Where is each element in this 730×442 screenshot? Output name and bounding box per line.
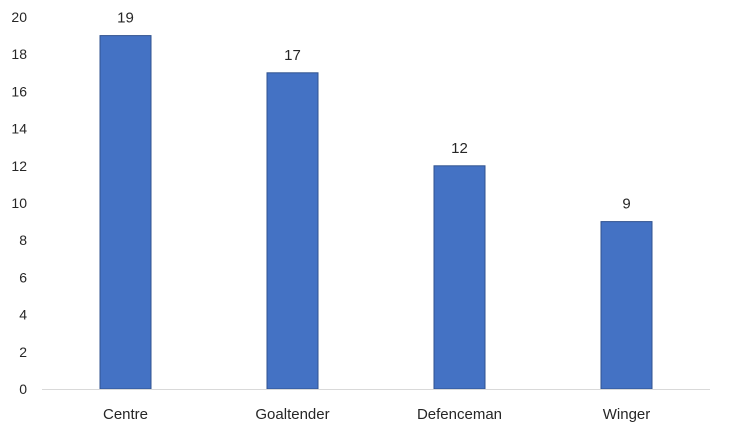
bar-defenceman (433, 165, 486, 390)
data-labels: 19 17 12 9 (117, 10, 631, 213)
y-tick-label: 20 (11, 9, 27, 25)
x-tick-label: Goaltender (255, 406, 329, 423)
y-tick-label: 2 (19, 344, 27, 360)
bar-winger (600, 221, 653, 390)
x-axis-labels: Centre Goaltender Defenceman Winger (103, 406, 650, 423)
y-tick-label: 6 (19, 269, 27, 285)
y-tick-label: 18 (11, 46, 27, 62)
data-label: 12 (451, 140, 468, 157)
y-tick-label: 14 (11, 121, 27, 137)
data-label: 17 (284, 47, 301, 64)
y-tick-label: 0 (19, 381, 27, 397)
y-tick-label: 8 (19, 232, 27, 248)
bar-series (99, 35, 653, 390)
y-tick-label: 10 (11, 195, 27, 211)
bar-goaltender (266, 72, 319, 390)
data-label: 19 (117, 10, 134, 27)
x-tick-label: Centre (103, 406, 148, 423)
y-tick-label: 16 (11, 83, 27, 99)
y-tick-label: 12 (11, 158, 27, 174)
data-label: 9 (622, 196, 630, 213)
bar-centre (99, 35, 152, 390)
y-tick-label: 4 (19, 307, 27, 323)
y-axis-ticks: 0 2 4 6 8 10 12 14 16 18 20 (11, 9, 27, 397)
x-tick-label: Winger (603, 406, 651, 423)
x-tick-label: Defenceman (417, 406, 502, 423)
